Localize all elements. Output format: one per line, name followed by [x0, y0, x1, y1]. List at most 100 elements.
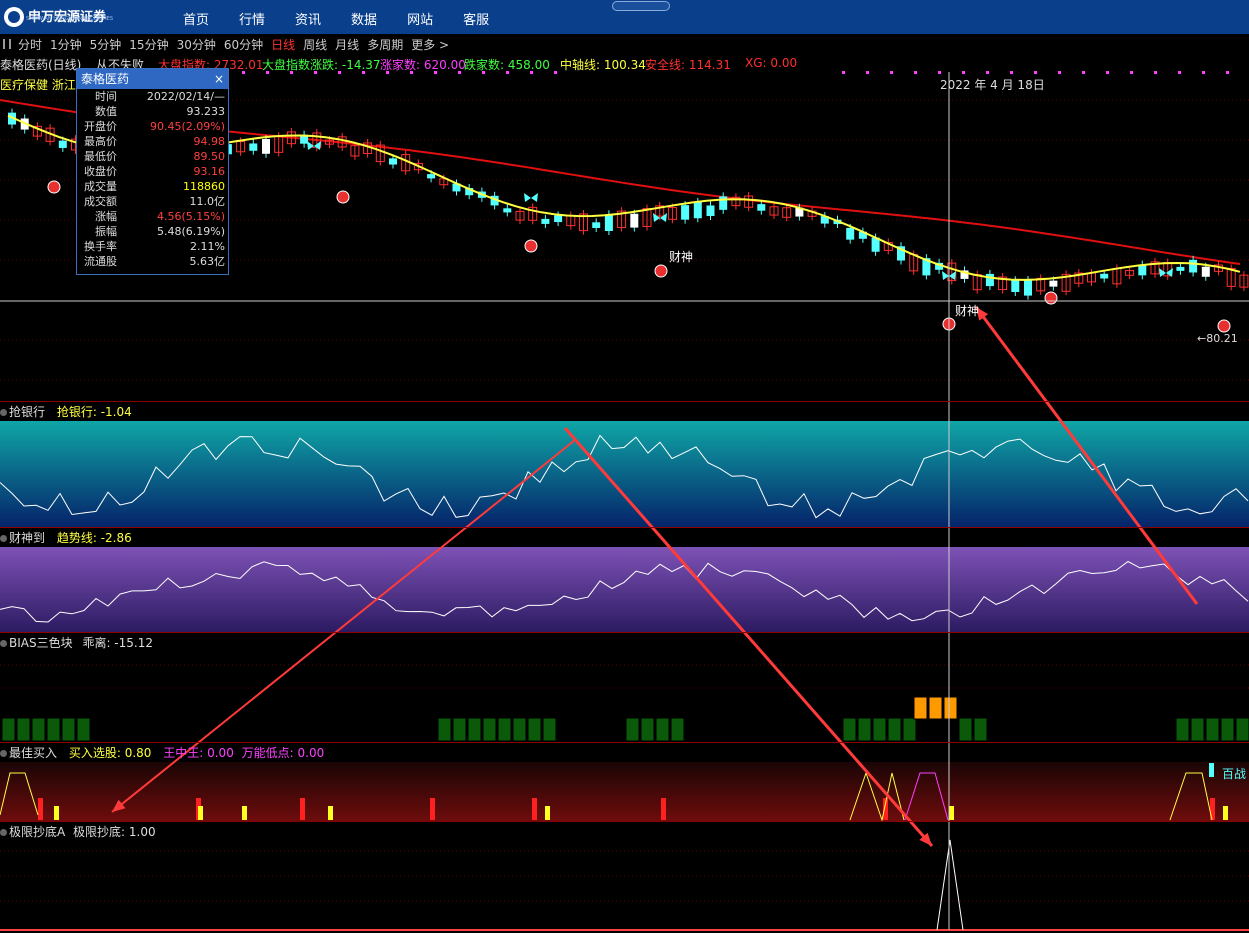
panel4-marker	[1209, 763, 1214, 777]
candle-up	[413, 162, 423, 171]
menu-website[interactable]: 网站	[407, 13, 434, 28]
info-label: 数值	[95, 105, 117, 118]
axis-line: 中轴线: 100.34	[560, 58, 646, 72]
period-tab[interactable]: 60分钟	[223, 37, 264, 52]
stock-title[interactable]: 泰格医药(日线)	[0, 58, 82, 72]
candle-up	[1226, 267, 1236, 287]
info-box-header[interactable]: 泰格医药 ×	[77, 69, 228, 89]
signal-dot	[506, 71, 509, 74]
signal-dot	[1178, 71, 1181, 74]
signal-dot	[962, 71, 965, 74]
info-row: 数值 93.233	[77, 104, 228, 119]
menu-home[interactable]: 首页	[183, 13, 210, 28]
candle-up	[375, 144, 385, 163]
info-row: 开盘价 90.45(2.09%)	[77, 119, 228, 134]
candle-down	[249, 143, 258, 151]
period-menu-icon[interactable]	[3, 39, 11, 49]
panel2-title: 财神到 趋势线: -2.86	[0, 529, 132, 545]
annotation-arrow	[974, 306, 1199, 605]
info-box-rows: 时间 2022/02/14/— 数值 93.233 开盘价 90.45(2.09%) 最高价…	[77, 89, 228, 269]
candle-down	[300, 134, 309, 144]
info-value: 2.11%	[190, 240, 225, 253]
panel-dot-icon[interactable]	[0, 829, 7, 836]
red-ball-icon	[1044, 291, 1058, 305]
signal-dot	[1082, 71, 1085, 74]
down-count: 跌家数: 458.00	[464, 58, 550, 72]
info-box-title: 泰格医药	[81, 72, 130, 86]
bias-block	[670, 717, 685, 742]
candle-down	[58, 140, 67, 148]
signal-dot	[890, 71, 893, 74]
low-price-value: 80.21	[1206, 332, 1238, 345]
butterfly-icon	[524, 193, 538, 202]
info-label: 涨幅	[95, 210, 117, 223]
signal-dot	[242, 71, 245, 74]
info-label: 成交量	[84, 180, 117, 193]
period-tab[interactable]: 分时	[18, 37, 43, 52]
bias-block	[857, 717, 872, 742]
candle-down	[1024, 280, 1032, 296]
period-tab[interactable]: 30分钟	[176, 37, 216, 52]
low-price-label: ←80.21	[1197, 332, 1238, 345]
signal-dot	[1034, 71, 1037, 74]
signal-dot	[1154, 71, 1157, 74]
period-tab[interactable]: 1分钟	[50, 37, 82, 52]
candle-down	[681, 205, 690, 220]
signal-dot	[482, 71, 485, 74]
signal-dot	[314, 71, 317, 74]
bias-block	[482, 717, 497, 742]
panel3-value: 乖离: -15.12	[82, 636, 153, 650]
arrow-head-icon	[112, 799, 126, 812]
signal-bar	[661, 798, 666, 820]
signal-dot	[290, 71, 293, 74]
menu-service[interactable]: 客服	[463, 13, 490, 28]
period-tab-daily[interactable]: 日线	[271, 37, 296, 52]
annotation-arrow	[563, 427, 934, 847]
info-row: 最高价 94.98	[77, 134, 228, 149]
panel-dot-icon[interactable]	[0, 409, 7, 416]
panel4-title: 最佳买入 买入选股: 0.80 王中王: 0.00 万能低点: 0.00	[0, 744, 324, 760]
period-tab[interactable]: 周线	[303, 37, 328, 52]
info-row: 成交量 118860	[77, 179, 228, 194]
brand-logo[interactable]: 申万宏源证券	[4, 6, 106, 28]
period-tab[interactable]: 5分钟	[89, 37, 122, 52]
period-tab[interactable]: 15分钟	[129, 37, 169, 52]
quote-info-box[interactable]: 泰格医药 × 时间 2022/02/14/— 数值 93.233 开盘价 90.45(2.…	[76, 68, 229, 275]
bias-block	[1190, 717, 1205, 742]
menu-data[interactable]: 数据	[351, 13, 378, 28]
bias-block	[1235, 717, 1249, 742]
panel-dot-icon[interactable]	[0, 535, 7, 542]
signal-bar	[545, 806, 550, 820]
candle-up	[579, 213, 588, 232]
candle-down	[1189, 259, 1198, 273]
butterfly-icon	[307, 141, 321, 150]
signal-bar	[198, 806, 203, 820]
period-tab[interactable]: 月线	[335, 37, 360, 52]
info-label: 换手率	[84, 240, 117, 253]
menu-news[interactable]: 资讯	[295, 13, 322, 28]
red-ball-icon	[336, 190, 350, 204]
candle-up	[731, 196, 741, 207]
red-ball-icon	[524, 239, 538, 253]
panel-dot-icon[interactable]	[0, 750, 7, 757]
candle-up	[1125, 270, 1135, 276]
index-change: 大盘指数涨跌: -14.37	[262, 58, 381, 72]
info-value: 89.50	[193, 150, 226, 163]
menu-quotes[interactable]: 行情	[239, 13, 266, 28]
panel4-extra1: 王中王: 0.00	[163, 746, 234, 760]
panel4-shape	[1169, 772, 1213, 821]
panel4-shape	[849, 771, 905, 822]
window-grip[interactable]	[612, 1, 670, 11]
candle-down	[503, 208, 512, 213]
main-menu: 首页 行情 资讯 数据 网站 客服	[183, 9, 519, 28]
bias-block	[437, 717, 452, 742]
close-icon[interactable]: ×	[213, 72, 224, 86]
panel-dot-icon[interactable]	[0, 640, 7, 647]
period-tab[interactable]: 多周期	[367, 37, 404, 52]
panel4-extra2: 万能低点: 0.00	[241, 746, 325, 760]
candle-down	[1176, 266, 1185, 271]
period-tab-more[interactable]: 更多 >	[411, 37, 450, 52]
indicator-info-row: 泰格医药(日线) 从不失败 大盘指数: 2732.01 大盘指数涨跌: -14.…	[0, 56, 1249, 72]
bias-block	[512, 717, 527, 742]
